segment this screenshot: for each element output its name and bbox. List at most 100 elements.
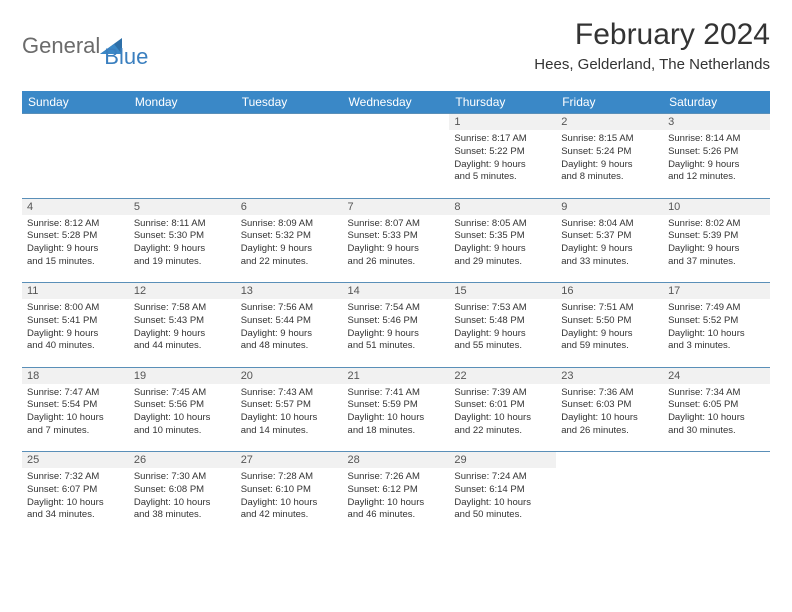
daylight-text-2: and 38 minutes. xyxy=(134,509,231,522)
day-detail-cell: Sunrise: 7:54 AMSunset: 5:46 PMDaylight:… xyxy=(343,299,450,367)
sunset-text: Sunset: 6:10 PM xyxy=(241,484,338,497)
day-number-cell: 26 xyxy=(129,452,236,469)
sunrise-text: Sunrise: 8:17 AM xyxy=(454,133,551,146)
day-detail-cell: Sunrise: 7:28 AMSunset: 6:10 PMDaylight:… xyxy=(236,468,343,536)
sunrise-text: Sunrise: 7:36 AM xyxy=(561,387,658,400)
sunset-text: Sunset: 5:54 PM xyxy=(27,399,124,412)
sunrise-text: Sunrise: 7:49 AM xyxy=(668,302,765,315)
day-detail-cell xyxy=(556,468,663,536)
daylight-text-2: and 18 minutes. xyxy=(348,425,445,438)
daylight-text-1: Daylight: 9 hours xyxy=(454,243,551,256)
sunset-text: Sunset: 5:48 PM xyxy=(454,315,551,328)
sunset-text: Sunset: 5:46 PM xyxy=(348,315,445,328)
day-detail-cell: Sunrise: 8:14 AMSunset: 5:26 PMDaylight:… xyxy=(663,130,770,198)
sunset-text: Sunset: 5:44 PM xyxy=(241,315,338,328)
sunrise-text: Sunrise: 8:11 AM xyxy=(134,218,231,231)
day-number-cell: 14 xyxy=(343,283,450,300)
sunrise-text: Sunrise: 7:43 AM xyxy=(241,387,338,400)
daynum-row: 45678910 xyxy=(22,198,770,215)
sunrise-text: Sunrise: 8:07 AM xyxy=(348,218,445,231)
sunrise-text: Sunrise: 8:09 AM xyxy=(241,218,338,231)
sunrise-text: Sunrise: 7:28 AM xyxy=(241,471,338,484)
day-number-cell: 20 xyxy=(236,367,343,384)
daylight-text-1: Daylight: 9 hours xyxy=(668,159,765,172)
daylight-text-2: and 26 minutes. xyxy=(561,425,658,438)
daynum-row: 2526272829 xyxy=(22,452,770,469)
day-number-cell: 4 xyxy=(22,198,129,215)
day-number-cell: 6 xyxy=(236,198,343,215)
daylight-text-1: Daylight: 10 hours xyxy=(668,412,765,425)
daylight-text-2: and 40 minutes. xyxy=(27,340,124,353)
daylight-text-2: and 51 minutes. xyxy=(348,340,445,353)
sunrise-text: Sunrise: 8:12 AM xyxy=(27,218,124,231)
sunrise-text: Sunrise: 7:45 AM xyxy=(134,387,231,400)
sunrise-text: Sunrise: 7:53 AM xyxy=(454,302,551,315)
location-text: Hees, Gelderland, The Netherlands xyxy=(534,56,770,73)
daynum-row: 11121314151617 xyxy=(22,283,770,300)
day-number-cell xyxy=(236,114,343,131)
day-detail-cell xyxy=(236,130,343,198)
sunset-text: Sunset: 5:52 PM xyxy=(668,315,765,328)
day-detail-cell: Sunrise: 7:49 AMSunset: 5:52 PMDaylight:… xyxy=(663,299,770,367)
sunset-text: Sunset: 5:24 PM xyxy=(561,146,658,159)
daylight-text-1: Daylight: 10 hours xyxy=(454,497,551,510)
sunrise-text: Sunrise: 7:47 AM xyxy=(27,387,124,400)
daylight-text-1: Daylight: 10 hours xyxy=(454,412,551,425)
daylight-text-2: and 12 minutes. xyxy=(668,171,765,184)
daylight-text-2: and 44 minutes. xyxy=(134,340,231,353)
daylight-text-1: Daylight: 9 hours xyxy=(561,159,658,172)
day-number-cell: 10 xyxy=(663,198,770,215)
daylight-text-2: and 30 minutes. xyxy=(668,425,765,438)
day-number-cell: 22 xyxy=(449,367,556,384)
sunrise-text: Sunrise: 8:04 AM xyxy=(561,218,658,231)
day-number-cell: 2 xyxy=(556,114,663,131)
daylight-text-2: and 48 minutes. xyxy=(241,340,338,353)
daylight-text-2: and 26 minutes. xyxy=(348,256,445,269)
daynum-row: 123 xyxy=(22,114,770,131)
day-detail-cell: Sunrise: 8:15 AMSunset: 5:24 PMDaylight:… xyxy=(556,130,663,198)
sunset-text: Sunset: 5:41 PM xyxy=(27,315,124,328)
sunset-text: Sunset: 5:39 PM xyxy=(668,230,765,243)
sunrise-text: Sunrise: 8:00 AM xyxy=(27,302,124,315)
sunrise-text: Sunrise: 7:51 AM xyxy=(561,302,658,315)
day-detail-cell: Sunrise: 7:30 AMSunset: 6:08 PMDaylight:… xyxy=(129,468,236,536)
day-header: Wednesday xyxy=(343,91,450,114)
sunset-text: Sunset: 5:28 PM xyxy=(27,230,124,243)
sunset-text: Sunset: 5:35 PM xyxy=(454,230,551,243)
daylight-text-1: Daylight: 10 hours xyxy=(348,497,445,510)
detail-row: Sunrise: 7:32 AMSunset: 6:07 PMDaylight:… xyxy=(22,468,770,536)
day-number-cell: 24 xyxy=(663,367,770,384)
daylight-text-1: Daylight: 10 hours xyxy=(668,328,765,341)
daylight-text-2: and 10 minutes. xyxy=(134,425,231,438)
sunrise-text: Sunrise: 7:34 AM xyxy=(668,387,765,400)
daylight-text-1: Daylight: 9 hours xyxy=(134,243,231,256)
day-header: Tuesday xyxy=(236,91,343,114)
daylight-text-1: Daylight: 10 hours xyxy=(241,497,338,510)
detail-row: Sunrise: 8:00 AMSunset: 5:41 PMDaylight:… xyxy=(22,299,770,367)
day-number-cell: 21 xyxy=(343,367,450,384)
daylight-text-1: Daylight: 9 hours xyxy=(561,328,658,341)
day-detail-cell: Sunrise: 8:12 AMSunset: 5:28 PMDaylight:… xyxy=(22,215,129,283)
sunset-text: Sunset: 6:07 PM xyxy=(27,484,124,497)
daylight-text-2: and 50 minutes. xyxy=(454,509,551,522)
logo: General Blue xyxy=(22,18,148,70)
logo-text-general: General xyxy=(22,33,100,59)
daylight-text-1: Daylight: 9 hours xyxy=(27,328,124,341)
day-detail-cell: Sunrise: 7:58 AMSunset: 5:43 PMDaylight:… xyxy=(129,299,236,367)
sunrise-text: Sunrise: 7:30 AM xyxy=(134,471,231,484)
day-number-cell: 3 xyxy=(663,114,770,131)
day-detail-cell xyxy=(663,468,770,536)
sunrise-text: Sunrise: 8:05 AM xyxy=(454,218,551,231)
daylight-text-2: and 22 minutes. xyxy=(241,256,338,269)
day-number-cell: 11 xyxy=(22,283,129,300)
sunset-text: Sunset: 5:43 PM xyxy=(134,315,231,328)
sunrise-text: Sunrise: 7:54 AM xyxy=(348,302,445,315)
daynum-row: 18192021222324 xyxy=(22,367,770,384)
day-header: Friday xyxy=(556,91,663,114)
day-number-cell: 13 xyxy=(236,283,343,300)
day-number-cell xyxy=(129,114,236,131)
day-detail-cell: Sunrise: 7:43 AMSunset: 5:57 PMDaylight:… xyxy=(236,384,343,452)
day-detail-cell: Sunrise: 7:34 AMSunset: 6:05 PMDaylight:… xyxy=(663,384,770,452)
day-number-cell: 25 xyxy=(22,452,129,469)
daylight-text-2: and 59 minutes. xyxy=(561,340,658,353)
